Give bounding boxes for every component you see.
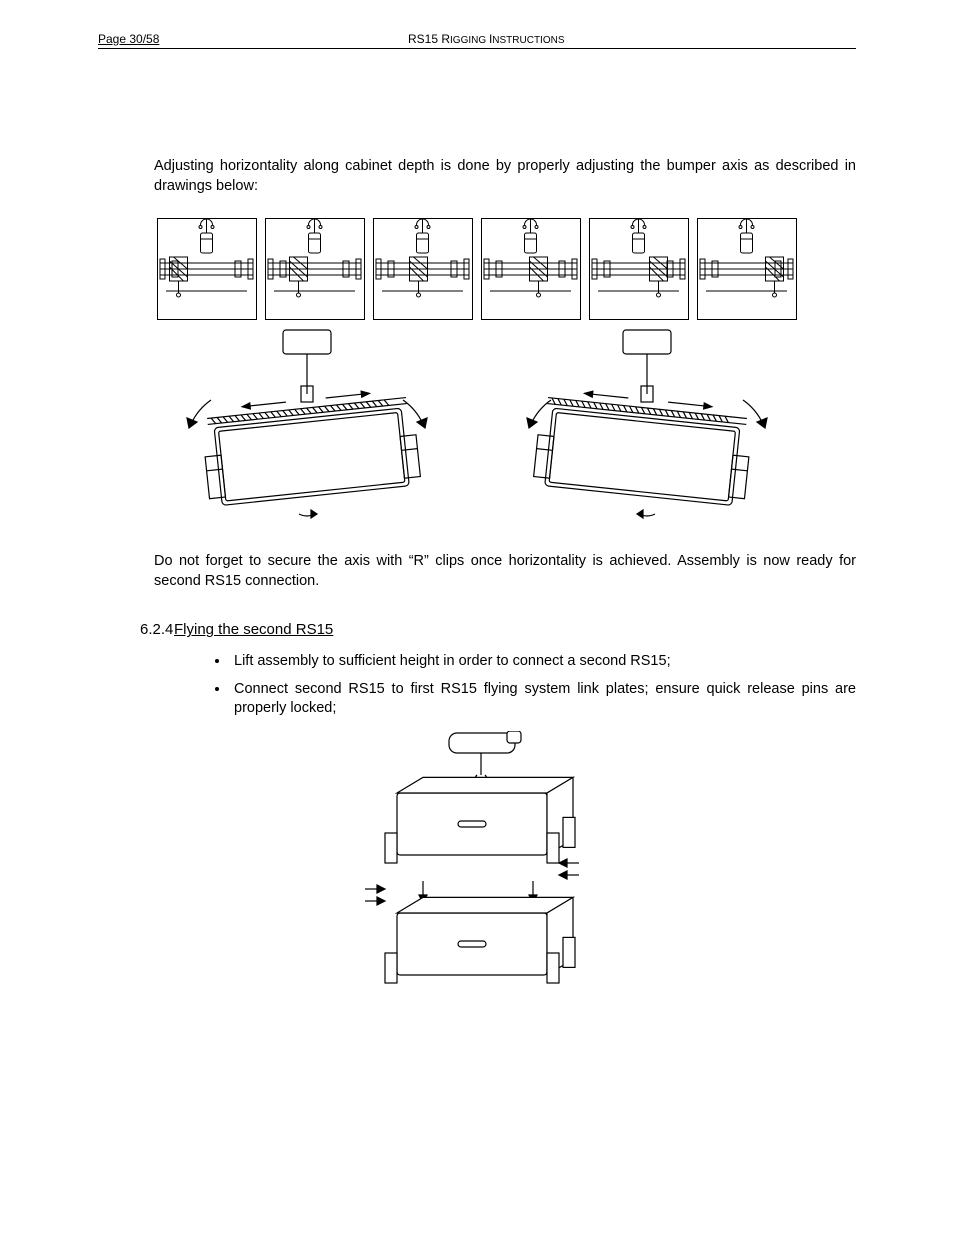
- page-body: Adjusting horizontality along cabinet de…: [98, 157, 856, 1011]
- section-heading: 6.2.4 Flying the second RS15: [98, 621, 856, 638]
- doc-title-part: IGGING: [450, 35, 489, 46]
- bullet-item: Lift assembly to sufficient height in or…: [230, 652, 856, 672]
- bullet-list: Lift assembly to sufficient height in or…: [230, 652, 856, 719]
- bullet-item: Connect second RS15 to first RS15 flying…: [230, 680, 856, 719]
- axis-diagram: [697, 218, 797, 320]
- cabinet-tilt-diagram: [167, 328, 447, 528]
- axis-diagram: [373, 218, 473, 320]
- page: Page 30/58 RS15 RIGGING INSTRUCTIONS Adj…: [0, 0, 954, 1235]
- bullet-list-wrap: Lift assembly to sufficient height in or…: [98, 652, 856, 719]
- section-title: Flying the second RS15: [174, 621, 333, 638]
- paragraph-intro: Adjusting horizontality along cabinet de…: [154, 157, 856, 196]
- doc-title-part: NSTRUCTIONS: [492, 35, 564, 46]
- cabinet-tilt-diagram: [507, 328, 787, 528]
- axis-diagram: [157, 218, 257, 320]
- page-number: Page 30/58: [98, 32, 159, 46]
- doc-title-part: RS15 R: [408, 32, 450, 46]
- axis-diagram-row: [98, 218, 856, 320]
- axis-diagram: [481, 218, 581, 320]
- axis-diagram: [589, 218, 689, 320]
- stack-figure: [327, 731, 627, 1011]
- axis-diagram: [265, 218, 365, 320]
- header-rule: [98, 48, 856, 49]
- doc-title: RS15 RIGGING INSTRUCTIONS: [408, 32, 565, 46]
- paragraph-note: Do not forget to secure the axis with “R…: [154, 552, 856, 591]
- section-number: 6.2.4: [98, 621, 174, 638]
- cabinet-tilt-row: [98, 328, 856, 528]
